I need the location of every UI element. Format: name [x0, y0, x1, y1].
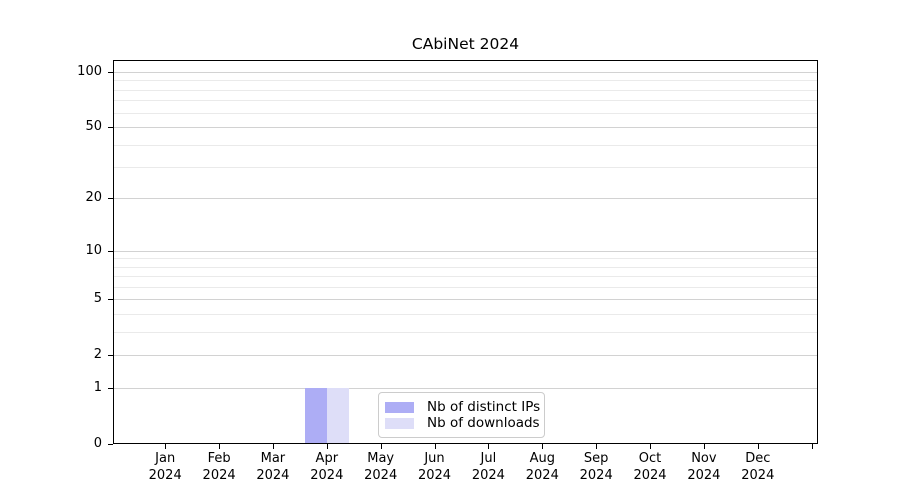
x-tick-label: Nov 2024 [687, 451, 721, 483]
legend: Nb of distinct IPs Nb of downloads [378, 392, 545, 438]
x-tick [219, 443, 221, 449]
x-tick [811, 443, 813, 449]
y-gridline-major [114, 198, 817, 200]
x-tick-label: Mar 2024 [256, 451, 290, 483]
y-gridline-minor [114, 100, 817, 102]
y-tick [108, 443, 113, 445]
x-tick-label: Sep 2024 [579, 451, 613, 483]
x-tick-label: Jun 2024 [417, 451, 452, 483]
y-gridline-minor [114, 276, 817, 278]
y-gridline-minor [114, 80, 817, 82]
legend-swatch [385, 417, 414, 429]
legend-item: Nb of downloads [385, 415, 540, 431]
y-gridline-major [114, 250, 817, 252]
legend-label: Nb of distinct IPs [427, 399, 541, 415]
x-tick-label: Feb 2024 [202, 451, 236, 483]
chart-title: CAbiNet 2024 [411, 35, 520, 53]
y-gridline-major [114, 299, 817, 301]
y-gridline-minor [114, 144, 817, 146]
y-tick [108, 127, 113, 128]
x-tick [272, 443, 274, 449]
y-tick [108, 250, 113, 252]
x-tick-label: Apr 2024 [310, 451, 344, 483]
y-gridline-minor [114, 112, 817, 114]
y-gridline-minor [114, 258, 817, 260]
legend-swatch [385, 401, 414, 413]
y-gridline-minor [114, 266, 817, 268]
y-gridline-minor [114, 89, 817, 91]
y-gridline-major [114, 355, 817, 357]
y-gridline-minor [114, 286, 817, 288]
x-tick [380, 443, 382, 449]
y-tick-label: 10 [85, 242, 102, 258]
x-tick-label: Dec 2024 [741, 451, 775, 483]
y-tick [108, 355, 113, 357]
x-tick [596, 443, 598, 449]
y-tick-label: 1 [93, 379, 102, 395]
legend-item: Nb of distinct IPs [385, 399, 540, 415]
x-tick-label: Jul 2024 [471, 451, 505, 483]
x-tick-label: Jan 2024 [148, 451, 182, 483]
x-tick [650, 443, 651, 449]
y-tick-label: 0 [93, 435, 102, 451]
x-tick-label: May 2024 [364, 451, 398, 483]
y-tick [108, 387, 113, 389]
y-tick [108, 198, 113, 200]
y-gridline-major [114, 387, 817, 389]
bar-nb-of-downloads [326, 387, 349, 444]
x-tick [542, 443, 544, 449]
y-gridline-major [114, 127, 817, 128]
legend-label: Nb of downloads [427, 415, 540, 431]
y-gridline-minor [114, 314, 817, 315]
y-tick-label: 20 [85, 190, 102, 206]
x-tick [165, 443, 167, 449]
x-tick-label: Oct 2024 [633, 451, 667, 483]
y-tick-label: 2 [93, 347, 102, 363]
x-tick [434, 443, 436, 449]
x-tick [703, 443, 705, 449]
y-tick [108, 299, 113, 301]
x-tick-label: Aug 2024 [525, 451, 559, 483]
y-tick-label: 50 [85, 119, 102, 134]
y-tick [108, 72, 113, 73]
y-gridline-major [114, 72, 817, 73]
y-gridline-minor [114, 167, 817, 169]
x-tick [757, 443, 759, 449]
x-tick [488, 443, 490, 449]
y-tick-label: 5 [93, 291, 102, 307]
bar-nb-of-distinct-ips [304, 387, 327, 444]
y-tick-label: 100 [77, 64, 102, 79]
x-tick [326, 443, 328, 449]
plot-area [113, 60, 818, 444]
y-gridline-minor [114, 331, 817, 333]
